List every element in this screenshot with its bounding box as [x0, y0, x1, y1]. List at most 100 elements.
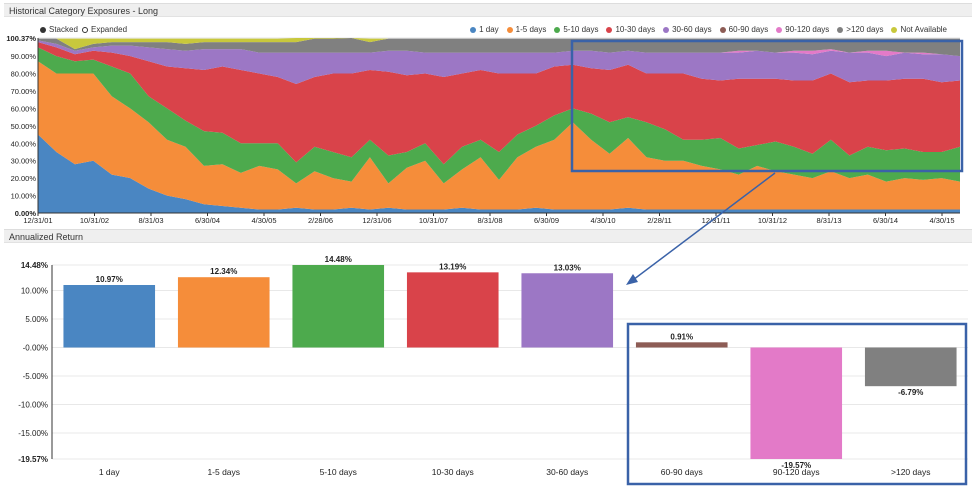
legend-swatch-icon — [837, 26, 844, 33]
stacked-radio-icon[interactable] — [40, 26, 46, 33]
legend-item-10-30-days[interactable]: 10-30 days — [606, 25, 655, 34]
exposure-legend: 1 day 1-5 days 5-10 days 10-30 days 30-60 da… — [462, 25, 947, 34]
area-y-tick-label: 50.00% — [11, 122, 37, 131]
area-x-tick-label: 8/31/08 — [477, 216, 502, 225]
bar-category-label: 1-5 days — [207, 467, 240, 477]
exposure-panel-header: Historical Category Exposures - Long — [4, 3, 972, 17]
area-series-5-10-days — [38, 47, 960, 184]
legend-label: 10-30 days — [615, 25, 656, 34]
area-y-tick-label: 80.00% — [11, 70, 37, 79]
bar-category-label: 60-90 days — [661, 467, 703, 477]
bar-1-day[interactable] — [63, 284, 156, 348]
area-y-tick-label: 10.00% — [11, 192, 37, 201]
area-x-tick-label: 12/31/01 — [23, 216, 52, 225]
area-y-tick-label: 0.00% — [15, 209, 37, 218]
area-y-tick-label: 90.00% — [11, 52, 37, 61]
bar-value-label: 13.19% — [439, 262, 466, 271]
return-panel-title: Annualized Return — [9, 232, 84, 242]
area-x-tick-label: 2/28/06 — [308, 216, 333, 225]
bar-y-tick-label: -19.57% — [18, 455, 48, 464]
legend-label: 90-120 days — [785, 25, 830, 34]
area-y-tick-label: 70.00% — [11, 87, 37, 96]
area-series-gt120-days — [38, 38, 960, 57]
area-series-10-30-days — [38, 42, 960, 165]
bar-10-30-days[interactable] — [406, 272, 499, 348]
bar-y-tick-label: -15.00% — [18, 429, 48, 438]
area-x-tick-label: 4/30/15 — [929, 216, 954, 225]
bar-gt120-days[interactable] — [864, 347, 957, 387]
area-y-tick-label: 30.00% — [11, 157, 37, 166]
area-x-tick-label: 8/31/13 — [816, 216, 841, 225]
area-y-tick-label: 20.00% — [11, 174, 37, 183]
bar-y-tick-label: -0.00% — [23, 343, 48, 352]
area-series-not-available — [38, 38, 960, 50]
expanded-toggle[interactable]: Expanded — [82, 25, 127, 34]
bar-value-label: -19.57% — [781, 461, 811, 470]
area-series-1-day — [38, 134, 960, 213]
area-x-tick-label: 8/31/03 — [138, 216, 163, 225]
bar-value-label: -6.79% — [898, 388, 923, 397]
bar-value-label: 14.48% — [325, 255, 352, 264]
legend-item-30-60-days[interactable]: 30-60 days — [663, 25, 712, 34]
expanded-radio-icon[interactable] — [82, 26, 88, 33]
return-panel-header: Annualized Return — [4, 229, 972, 243]
area-x-tick-label: 6/30/14 — [873, 216, 898, 225]
legend-swatch-icon — [506, 26, 513, 33]
bar-1-5-days[interactable] — [177, 277, 270, 348]
area-series-90-120-days — [38, 40, 960, 57]
stacked-toggle[interactable]: Stacked — [40, 25, 78, 34]
area-series-30-60-days — [38, 40, 960, 84]
area-x-tick-label: 12/31/11 — [702, 216, 731, 225]
area-y-tick-label: 40.00% — [11, 139, 37, 148]
bar-value-label: 10.97% — [96, 275, 123, 284]
bar-category-label: 1 day — [99, 467, 121, 477]
exposure-area-chart: 0.00% 10.00% 20.00% 30.00% 40.00% 50.00% 60.00… — [6, 34, 960, 225]
highlight-annotations — [570, 39, 968, 486]
area-x-tick-label: 2/28/11 — [647, 216, 671, 225]
legend-swatch-icon — [470, 26, 477, 33]
legend-label: 30-60 days — [672, 25, 712, 34]
bar-y-tick-label: -5.00% — [23, 372, 48, 381]
legend-item-1-5-days[interactable]: 1-5 days — [506, 25, 547, 34]
callout-arrowhead-icon — [626, 274, 638, 285]
bar-60-90-days[interactable] — [635, 342, 728, 348]
legend-item-1-day[interactable]: 1 day — [470, 25, 499, 34]
legend-label: >120 days — [846, 25, 884, 34]
recent-period-highlight-box — [570, 39, 964, 173]
return-bar-chart: 14.48% 10.00% 5.00% -0.00% -5.00% -10.00% -15.… — [18, 255, 968, 477]
area-x-tick-label: 10/31/07 — [419, 216, 448, 225]
expanded-toggle-label: Expanded — [91, 25, 128, 34]
area-y-tick-label: 60.00% — [11, 104, 37, 113]
bar-30-60-days[interactable] — [521, 273, 614, 348]
stacked-toggle-label: Stacked — [49, 25, 78, 34]
bar-90-120-days[interactable] — [750, 347, 843, 459]
area-x-tick-label: 6/30/09 — [534, 216, 559, 225]
legend-item-5-10-days[interactable]: 5-10 days — [554, 25, 598, 34]
bar-y-tick-label: 10.00% — [21, 287, 48, 296]
legend-swatch-icon — [663, 26, 670, 33]
bar-value-label: 12.34% — [210, 267, 237, 276]
legend-item-not-available[interactable]: Not Available — [891, 25, 947, 34]
bar-5-10-days[interactable] — [292, 265, 385, 348]
area-x-tick-label: 4/30/05 — [251, 216, 276, 225]
bar-value-label: 0.91% — [670, 332, 693, 341]
area-x-tick-label: 10/31/02 — [80, 216, 109, 225]
legend-item-90-120-days[interactable]: 90-120 days — [776, 25, 829, 34]
area-series-1-5-days — [38, 61, 960, 210]
bar-y-tick-label: 14.48% — [21, 261, 48, 270]
legend-swatch-icon — [719, 26, 726, 33]
bar-category-label: 5-10 days — [320, 467, 357, 477]
legend-swatch-icon — [891, 26, 898, 33]
callout-arrow-line — [632, 172, 776, 281]
legend-item-60-90-days[interactable]: 60-90 days — [719, 25, 768, 34]
area-y-tick-label: 100.37% — [6, 34, 36, 43]
bar-category-label: 30-60 days — [546, 467, 588, 477]
bar-y-tick-label: 5.00% — [25, 315, 48, 324]
bar-category-label: >120 days — [891, 467, 930, 477]
legend-swatch-icon — [606, 26, 613, 33]
legend-item-gt120-days[interactable]: >120 days — [837, 25, 883, 34]
bar-category-label: 90-120 days — [773, 467, 820, 477]
legend-label: 1-5 days — [515, 25, 547, 34]
legend-label: 5-10 days — [563, 25, 599, 34]
